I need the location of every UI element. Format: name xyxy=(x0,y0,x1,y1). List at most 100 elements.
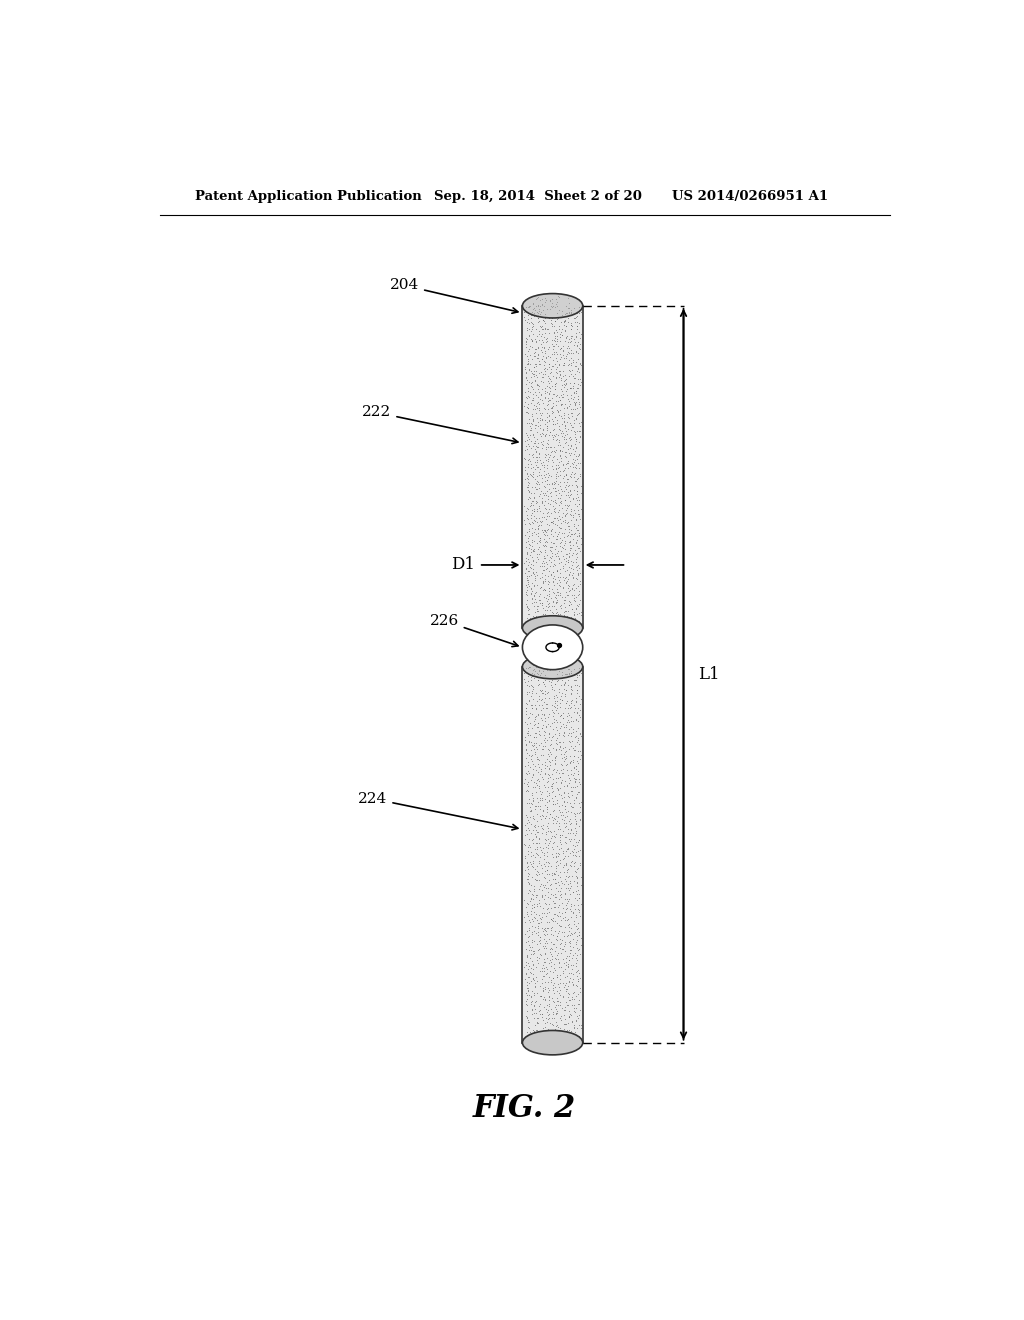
Point xyxy=(545,791,561,812)
Point xyxy=(517,469,534,490)
Point xyxy=(556,527,572,548)
Point xyxy=(560,1024,577,1045)
Point xyxy=(559,302,575,323)
Point xyxy=(526,381,543,403)
Point xyxy=(556,743,572,764)
Point xyxy=(537,364,553,385)
Point xyxy=(547,544,563,565)
Point xyxy=(537,758,553,779)
Point xyxy=(531,986,548,1007)
Point xyxy=(570,313,587,334)
Point xyxy=(568,834,585,855)
Point xyxy=(519,931,536,952)
Point xyxy=(544,329,560,350)
Point xyxy=(557,941,573,962)
Point xyxy=(535,420,551,441)
Point xyxy=(558,338,574,359)
Point xyxy=(524,317,541,338)
Point xyxy=(567,609,584,630)
Point xyxy=(557,888,573,909)
Point xyxy=(548,846,564,867)
Point xyxy=(543,956,559,977)
Point xyxy=(564,954,581,975)
Point xyxy=(518,952,535,973)
Point xyxy=(553,370,569,391)
Point xyxy=(566,838,583,859)
Point xyxy=(569,803,586,824)
Point xyxy=(571,854,588,875)
Point xyxy=(518,902,535,923)
Point xyxy=(545,768,561,789)
Point xyxy=(559,965,575,986)
Point xyxy=(526,591,543,612)
Point xyxy=(557,902,573,923)
Point xyxy=(538,317,554,338)
Point xyxy=(563,461,580,482)
Point xyxy=(523,614,540,635)
Point xyxy=(547,325,563,346)
Point xyxy=(518,747,535,768)
Point xyxy=(561,888,578,909)
Point xyxy=(540,776,556,797)
Point xyxy=(552,487,568,508)
Point xyxy=(560,434,577,455)
Point xyxy=(552,582,568,603)
Point xyxy=(552,479,568,500)
Point xyxy=(568,469,585,490)
Point xyxy=(557,539,573,560)
Point xyxy=(552,440,568,461)
Point xyxy=(558,296,574,317)
Point xyxy=(567,915,584,936)
Point xyxy=(566,500,583,521)
Point xyxy=(522,854,539,875)
Point xyxy=(566,334,583,355)
Point xyxy=(521,880,538,902)
Point xyxy=(540,1002,556,1023)
Point xyxy=(557,684,573,705)
Point xyxy=(527,446,544,467)
Point xyxy=(535,672,551,693)
Point xyxy=(535,818,551,840)
Point xyxy=(531,907,548,928)
Point xyxy=(564,342,581,363)
Point xyxy=(566,395,583,416)
Point xyxy=(543,755,559,776)
Point xyxy=(526,568,543,589)
Point xyxy=(521,473,538,494)
Point xyxy=(536,692,552,713)
Point xyxy=(565,973,582,994)
Point xyxy=(541,764,557,785)
Point xyxy=(561,810,578,832)
Point xyxy=(540,391,556,412)
Point xyxy=(520,956,537,977)
Point xyxy=(567,552,584,573)
Point xyxy=(547,949,563,970)
Point xyxy=(532,459,549,480)
Point xyxy=(561,302,578,323)
Point xyxy=(557,601,573,622)
Point xyxy=(567,845,584,866)
Point xyxy=(517,310,534,331)
Point xyxy=(534,593,550,614)
Point xyxy=(560,610,577,631)
Point xyxy=(552,389,568,411)
Point xyxy=(544,945,560,966)
Point xyxy=(525,554,542,576)
Point xyxy=(565,762,582,783)
Point xyxy=(548,663,564,684)
Point xyxy=(538,874,554,895)
Point xyxy=(523,539,540,560)
Point xyxy=(561,664,578,685)
Point xyxy=(551,610,567,631)
Point xyxy=(527,966,544,987)
Point xyxy=(540,972,556,993)
Point xyxy=(516,1027,532,1048)
Point xyxy=(521,496,538,517)
Point xyxy=(568,758,585,779)
Point xyxy=(530,771,547,792)
Point xyxy=(552,445,568,466)
Point xyxy=(542,804,558,825)
Point xyxy=(562,550,579,572)
Point xyxy=(555,775,571,796)
Point xyxy=(566,895,583,916)
